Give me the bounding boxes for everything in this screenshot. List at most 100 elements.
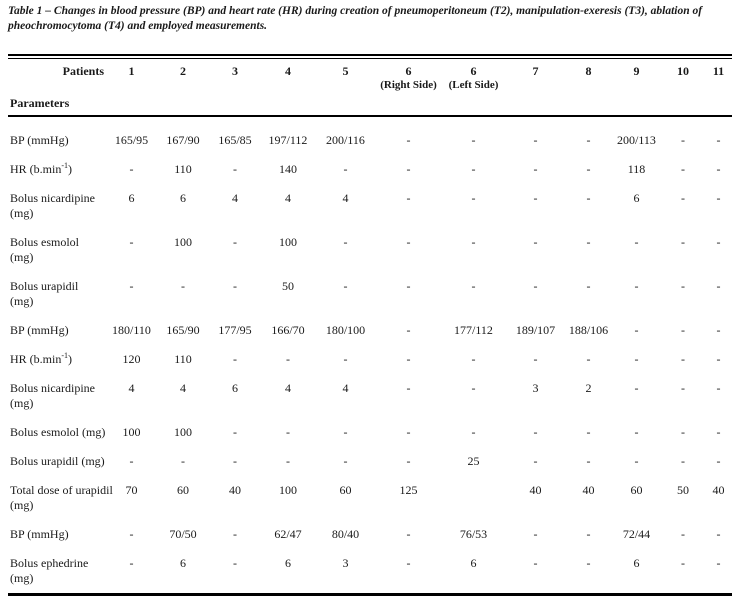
column-number: 8 <box>585 64 592 78</box>
cell-value: 3 <box>532 381 539 395</box>
cell-value: 25 <box>467 454 480 468</box>
cell-value: - <box>406 454 411 468</box>
cell-value: 72/44 <box>622 527 651 541</box>
cell-value: - <box>634 352 639 366</box>
cell-value: - <box>716 352 721 366</box>
cell-value: - <box>233 352 237 366</box>
cell-value: - <box>233 556 237 570</box>
superscript: -1 <box>61 351 69 360</box>
cell-value: - <box>681 323 685 337</box>
cell-value: - <box>586 279 591 293</box>
cell-value: 4 <box>285 381 291 395</box>
row-label: HR (b.min-1) <box>10 161 73 177</box>
cell-value: 140 <box>279 162 297 176</box>
table-row: Bolus esmolol (mg) - 100 - 100 - - - - - - - - <box>8 228 732 272</box>
cell-value: - <box>343 352 348 366</box>
cell-value: 120 <box>122 352 141 366</box>
superscript: -1 <box>61 161 69 170</box>
cell-value: 50 <box>677 483 689 497</box>
cell-value: 118 <box>627 162 646 176</box>
cell-value: - <box>681 235 685 249</box>
cell-value: - <box>129 279 134 293</box>
row-label: Bolus urapidil (mg) <box>10 454 105 468</box>
cell-value: 2 <box>585 381 592 395</box>
table-row: HR (b.min-1) 120 110 - - - - - - - - - - <box>8 345 732 374</box>
cell-value: - <box>533 454 538 468</box>
table-row: Bolus ephedrine (mg) - 6 - 6 3 - 6 - - 6 - - <box>8 549 732 595</box>
cell-value: - <box>233 279 237 293</box>
cell-value: 100 <box>174 425 192 439</box>
caption-title: Table 1 <box>8 5 43 17</box>
column-side-label: (Right Side) <box>380 79 437 91</box>
row-label: Bolus nicardipine (mg) <box>10 191 95 220</box>
cell-value: - <box>181 279 185 293</box>
cell-value: 60 <box>339 483 352 497</box>
cell-value: 4 <box>128 381 135 395</box>
cell-value: - <box>129 235 134 249</box>
column-number: 5 <box>342 64 349 78</box>
table-row: Bolus esmolol (mg) 100 100 - - - - - - - - - - <box>8 418 732 447</box>
column-header: 9 <box>612 61 661 117</box>
row-label: HR (b.min-1) <box>10 351 73 367</box>
cell-value: 110 <box>174 162 192 176</box>
column-header: 2 <box>157 61 209 117</box>
column-header: 6 (Right Side) <box>376 61 441 117</box>
cell-value: - <box>716 556 721 570</box>
cell-value: - <box>406 352 411 366</box>
cell-value: - <box>233 235 237 249</box>
row-label: Bolus ephedrine (mg) <box>10 556 89 585</box>
cell-value: - <box>716 454 721 468</box>
cell-value: - <box>586 133 591 147</box>
cell-value: 6 <box>285 556 291 570</box>
cell-value: - <box>716 133 721 147</box>
table-row: Bolus nicardipine (mg) 4 4 6 4 4 - - 3 2 - - - <box>8 374 732 418</box>
cell-value: - <box>586 162 591 176</box>
cell-value: 177/112 <box>454 323 493 337</box>
cell-value <box>441 476 506 520</box>
cell-value: - <box>129 527 134 541</box>
column-number: 6 <box>470 64 477 78</box>
column-side-label: (Left Side) <box>448 79 499 91</box>
cell-value: 76/53 <box>459 527 488 541</box>
cell-value: - <box>533 556 538 570</box>
row-label: Bolus esmolol (mg) <box>10 425 106 439</box>
cell-value: - <box>406 323 411 337</box>
cell-value: 4 <box>180 381 186 395</box>
cell-value: - <box>716 527 721 541</box>
cell-value: - <box>129 162 134 176</box>
cell-value: 40 <box>229 483 241 497</box>
cell-value: 180/100 <box>325 323 366 337</box>
cell-value: 62/47 <box>274 527 302 541</box>
cell-value: - <box>406 425 411 439</box>
row-label: BP (mmHg) <box>10 527 69 541</box>
cell-value: 188/106 <box>568 323 609 337</box>
column-header: 3 <box>209 61 261 117</box>
header-row: Patients Parameters 1 2 3 4 5 6 (Right Side) 6(… <box>8 61 732 117</box>
cell-value: - <box>681 556 685 570</box>
table-row: BP (mmHg) 165/95 167/90 165/85 197/112 200/11… <box>8 116 732 155</box>
cell-value: - <box>681 352 685 366</box>
cell-value: 166/70 <box>271 323 305 337</box>
cell-value: 125 <box>399 483 418 497</box>
column-number: 4 <box>285 64 291 78</box>
cell-value: - <box>716 162 721 176</box>
cell-value: - <box>716 279 721 293</box>
table-row: Total dose of urapidil (mg) 70 60 40 100 60 125… <box>8 476 732 520</box>
cell-value: 6 <box>180 556 186 570</box>
cell-value: - <box>471 279 476 293</box>
cell-value: - <box>533 133 538 147</box>
cell-value: - <box>681 162 685 176</box>
column-number: 7 <box>532 64 539 78</box>
row-label: Bolus esmolol (mg) <box>10 235 80 264</box>
table-row: Bolus urapidil (mg) - - - - - - 25 - - - - - <box>8 447 732 476</box>
cell-value: 70/50 <box>169 527 197 541</box>
cell-value: - <box>586 352 591 366</box>
cell-value: - <box>586 527 591 541</box>
column-header: 1 <box>106 61 157 117</box>
cell-value: - <box>533 235 538 249</box>
cell-value: - <box>129 454 134 468</box>
cell-value: 197/112 <box>268 133 308 147</box>
patients-label: Patients <box>62 64 104 78</box>
table-top-rule <box>8 54 732 59</box>
cell-value: - <box>681 381 685 395</box>
